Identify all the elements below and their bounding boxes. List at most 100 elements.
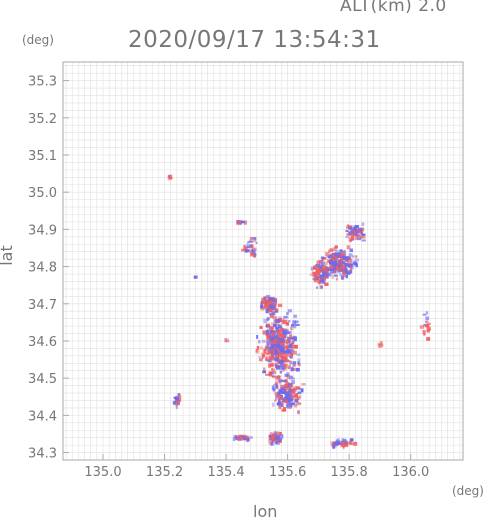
echo-point [426, 320, 429, 324]
echo-point [341, 264, 344, 267]
echo-point [353, 227, 357, 232]
echo-point [320, 280, 324, 283]
echo-point [313, 275, 319, 280]
echo-point [315, 270, 320, 275]
echo-point [263, 318, 268, 324]
echo-point [267, 297, 271, 302]
echo-point [356, 237, 362, 241]
echo-point [319, 275, 324, 278]
echo-point [332, 258, 337, 263]
x-axis-unit: (deg) [452, 484, 484, 498]
echo-point [358, 235, 361, 240]
echo-point [423, 333, 426, 336]
echo-point [278, 403, 283, 407]
echo-point [258, 355, 262, 359]
echo-point [329, 268, 335, 271]
echo-point [255, 348, 258, 353]
echo-point [425, 316, 429, 321]
echo-point [344, 440, 348, 445]
echo-point [173, 396, 178, 400]
echo-point [349, 268, 353, 273]
y-tick-label: 34.3 [28, 447, 57, 462]
echo-point [318, 274, 322, 278]
echo-point [256, 334, 259, 339]
echo-point [316, 286, 319, 289]
echo-point [321, 268, 325, 272]
echo-point [284, 383, 289, 388]
echo-point [271, 368, 276, 372]
echo-point [278, 381, 282, 385]
echo-point [281, 379, 285, 383]
echo-point [323, 272, 328, 276]
echo-point [249, 244, 253, 248]
echo-point [343, 272, 346, 278]
echo-point [265, 345, 269, 350]
echo-point [349, 440, 353, 445]
echo-point [313, 278, 317, 283]
echo-point [281, 334, 284, 339]
echo-point [359, 231, 364, 235]
echo-point [353, 225, 357, 229]
echo-point [422, 330, 426, 334]
echo-point [297, 361, 300, 365]
echo-point [324, 257, 328, 260]
echo-point [260, 352, 266, 355]
echo-point [349, 267, 353, 272]
echo-point [275, 435, 280, 440]
echo-point [335, 277, 339, 281]
echo-point [287, 320, 291, 323]
echo-point [267, 345, 271, 350]
echo-point [249, 252, 252, 257]
x-tick-label: 135.0 [84, 465, 121, 480]
echo-point [356, 234, 360, 238]
echo-point [275, 310, 278, 313]
echo-point [294, 403, 298, 408]
echo-point [298, 395, 302, 399]
echo-point [334, 245, 338, 249]
echo-point [280, 403, 284, 407]
echo-point [287, 398, 291, 402]
echo-point [270, 296, 275, 300]
echo-point [326, 272, 332, 277]
echo-point [261, 339, 267, 343]
echo-point [267, 349, 272, 355]
echo-point [349, 248, 354, 253]
echo-point [361, 239, 366, 242]
echo-point [284, 331, 287, 335]
echo-point [290, 392, 293, 396]
echo-point [347, 258, 352, 263]
y-axis-unit: (deg) [22, 33, 54, 47]
echo-point [279, 351, 283, 355]
echo-point [287, 367, 290, 370]
echo-point [272, 316, 278, 320]
echo-point [272, 387, 275, 392]
echo-point [426, 337, 431, 341]
echo-point [277, 343, 281, 349]
echo-point [347, 260, 351, 265]
echo-point [274, 344, 279, 348]
x-tick-label: 136.0 [392, 465, 429, 480]
echo-point [251, 237, 257, 240]
echo-point [266, 334, 271, 338]
echo-point [279, 347, 284, 352]
echo-point [273, 383, 277, 389]
echo-point [266, 325, 271, 328]
echo-point [332, 441, 336, 446]
echo-point [265, 329, 270, 334]
echo-point [272, 324, 277, 327]
y-tick-label: 34.4 [28, 409, 57, 424]
echo-point [279, 359, 284, 364]
echo-point [301, 383, 306, 386]
echo-point [262, 306, 267, 310]
echo-point [346, 245, 351, 250]
echo-point [334, 247, 338, 252]
echo-point [270, 343, 275, 347]
echo-point [273, 399, 277, 402]
echo-point [278, 432, 282, 436]
echo-point [260, 305, 264, 309]
echo-point [349, 438, 354, 442]
echo-point [275, 348, 278, 353]
x-tick-label: 135.2 [146, 465, 183, 480]
echo-point [325, 267, 328, 271]
echo-point [268, 363, 271, 368]
